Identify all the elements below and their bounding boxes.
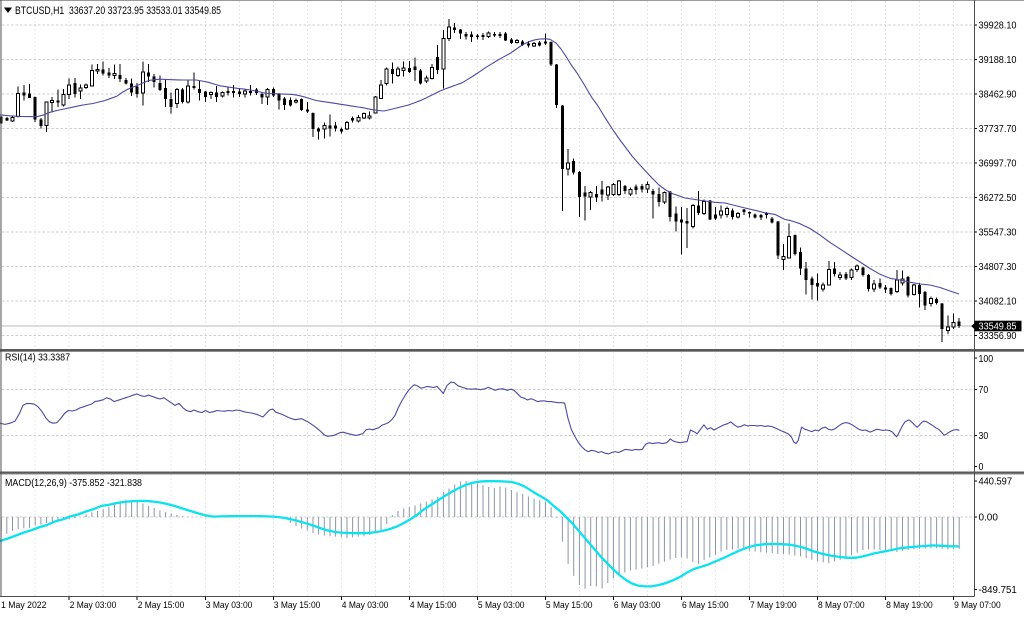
svg-text:34082.10: 34082.10 (979, 297, 1017, 308)
svg-text:39928.10: 39928.10 (979, 21, 1017, 32)
svg-text:33549.85: 33549.85 (979, 321, 1017, 332)
svg-text:37737.70: 37737.70 (979, 124, 1017, 135)
svg-text:70: 70 (979, 385, 989, 396)
svg-text:36997.70: 36997.70 (979, 159, 1017, 170)
svg-text:440.597: 440.597 (979, 477, 1013, 488)
svg-text:RSI(14) 33.3387: RSI(14) 33.3387 (5, 353, 70, 364)
svg-text:-849.751: -849.751 (979, 585, 1018, 596)
svg-text:4 May 03:00: 4 May 03:00 (342, 600, 389, 611)
svg-text:BTCUSD,H1 33637.20 33723.95 3: BTCUSD,H1 33637.20 33723.95 33533.01 335… (15, 5, 221, 17)
svg-text:9 May 07:00: 9 May 07:00 (954, 600, 1001, 611)
svg-text:3 May 03:00: 3 May 03:00 (206, 600, 253, 611)
svg-text:7 May 19:00: 7 May 19:00 (750, 600, 797, 611)
svg-text:8 May 19:00: 8 May 19:00 (886, 600, 933, 611)
svg-text:34807.30: 34807.30 (979, 262, 1017, 273)
svg-text:38462.90: 38462.90 (979, 90, 1017, 101)
svg-text:5 May 15:00: 5 May 15:00 (546, 600, 593, 611)
svg-text:0.00: 0.00 (979, 513, 999, 524)
svg-text:6 May 03:00: 6 May 03:00 (614, 600, 661, 611)
svg-text:5 May 03:00: 5 May 03:00 (478, 600, 525, 611)
svg-text:3 May 15:00: 3 May 15:00 (274, 600, 321, 611)
svg-text:100: 100 (979, 354, 994, 365)
svg-text:2 May 03:00: 2 May 03:00 (70, 600, 117, 611)
svg-text:39188.10: 39188.10 (979, 55, 1017, 66)
svg-text:0: 0 (979, 462, 984, 473)
svg-text:8 May 07:00: 8 May 07:00 (818, 600, 865, 611)
svg-text:MACD(12,26,9) -375.852 -321.83: MACD(12,26,9) -375.852 -321.838 (5, 478, 142, 489)
svg-text:36272.50: 36272.50 (979, 193, 1017, 204)
svg-text:30: 30 (979, 431, 989, 442)
svg-text:4 May 15:00: 4 May 15:00 (410, 600, 457, 611)
svg-text:2 May 15:00: 2 May 15:00 (138, 600, 185, 611)
svg-text:33356.90: 33356.90 (979, 331, 1017, 342)
svg-text:35547.30: 35547.30 (979, 228, 1017, 239)
svg-text:6 May 15:00: 6 May 15:00 (682, 600, 729, 611)
svg-text:1 May 2022: 1 May 2022 (1, 600, 47, 611)
